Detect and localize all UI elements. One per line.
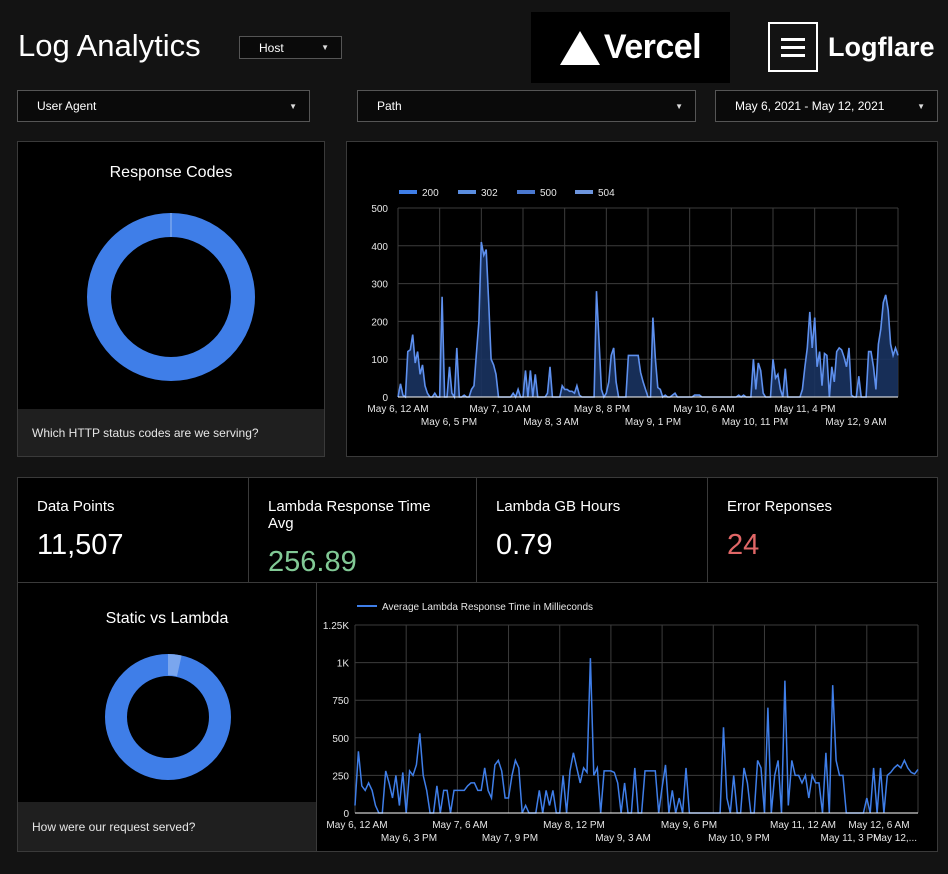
kpi-value: 256.89 — [268, 546, 357, 578]
static-vs-lambda-caption: How were our request served? — [18, 802, 316, 851]
static-vs-lambda-panel: Static vs Lambda How were our request se… — [17, 582, 317, 852]
logflare-logo-text: Logflare — [828, 31, 935, 62]
x-tick-label: May 6, 12 AM — [326, 820, 387, 831]
static-vs-lambda-donut — [105, 654, 231, 780]
donut-slice-lambda — [105, 654, 231, 780]
series-area-200 — [398, 242, 898, 397]
path-label: Path — [377, 99, 402, 113]
y-tick-label: 100 — [371, 355, 388, 366]
kpi-lambda-response-time: Lambda Response Time Avg 256.89 — [248, 477, 477, 583]
y-tick-label: 750 — [332, 696, 349, 707]
status-codes-chart-panel: 200 302 500 504 500 400 300 200 100 0 May 6, 12 AM… — [346, 141, 938, 457]
kpi-value: 11,507 — [37, 529, 124, 561]
x-tick-label: May 12, 6 AM — [848, 820, 909, 831]
kpi-data-points: Data Points 11,507 — [17, 477, 249, 583]
lambda-response-chart-panel: Average Lambda Response Time in Millieco… — [316, 582, 938, 852]
vercel-logo-text: Vercel — [603, 28, 702, 66]
host-filter-label: Host — [259, 40, 284, 55]
x-tick-label: May 9, 1 PM — [625, 417, 681, 428]
chevron-down-icon: ▼ — [917, 101, 925, 111]
chevron-down-icon: ▼ — [289, 101, 297, 111]
y-tick-label: 1K — [337, 659, 350, 670]
x-tick-label: May 11, 12 AM — [770, 820, 836, 831]
date-range-picker[interactable]: May 6, 2021 - May 12, 2021 ▼ — [715, 90, 938, 122]
chevron-down-icon: ▼ — [321, 43, 329, 52]
page-title: Log Analytics — [18, 28, 201, 63]
logflare-logo: Logflare — [768, 22, 935, 72]
kpi-value: 0.79 — [496, 529, 553, 561]
user-agent-dropdown[interactable]: User Agent ▼ — [17, 90, 310, 122]
x-tick-label: May 12,... — [873, 833, 917, 844]
y-tick-label: 300 — [371, 280, 388, 291]
x-tick-label: May 11, 4 PM — [775, 404, 836, 415]
y-tick-label: 0 — [343, 809, 349, 820]
x-tick-label: May 11, 3 PM — [821, 833, 882, 844]
response-codes-caption: Which HTTP status codes are we serving? — [18, 409, 324, 456]
y-tick-label: 500 — [332, 734, 349, 745]
kpi-label: Lambda Response Time Avg — [268, 498, 431, 532]
x-tick-label: May 8, 3 AM — [523, 417, 579, 428]
legend-label: Average Lambda Response Time in Millieco… — [382, 602, 593, 613]
kpi-value: 24 — [727, 529, 760, 561]
y-tick-label: 0 — [382, 393, 388, 404]
x-tick-label: May 10, 11 PM — [722, 417, 789, 428]
y-tick-label: 1.25K — [323, 621, 349, 632]
path-dropdown[interactable]: Path ▼ — [357, 90, 696, 122]
x-tick-label: May 7, 6 AM — [432, 820, 488, 831]
legend-label: 500 — [540, 188, 557, 199]
donut-slice-static — [168, 654, 182, 677]
x-tick-label: May 6, 3 PM — [381, 833, 437, 844]
x-tick-label: May 7, 9 PM — [482, 833, 538, 844]
chevron-down-icon: ▼ — [675, 101, 683, 111]
user-agent-label: User Agent — [37, 99, 97, 113]
legend-label: 504 — [598, 188, 615, 199]
kpi-lambda-gb-hours: Lambda GB Hours 0.79 — [476, 477, 708, 583]
response-codes-title: Response Codes — [109, 164, 233, 181]
x-tick-label: May 8, 8 PM — [574, 404, 630, 415]
kpi-label: Data Points — [37, 498, 115, 515]
x-tick-label: May 6, 12 AM — [367, 404, 428, 415]
response-codes-panel: Response Codes Which HTTP status codes a… — [17, 141, 325, 457]
x-tick-label: May 7, 10 AM — [469, 404, 530, 415]
host-filter-dropdown[interactable]: Host ▼ — [239, 36, 342, 59]
kpi-label: Error Reponses — [727, 498, 833, 515]
legend-label: 200 — [422, 188, 439, 199]
kpi-label: Lambda GB Hours — [496, 498, 621, 515]
y-tick-label: 400 — [371, 242, 388, 253]
static-vs-lambda-title: Static vs Lambda — [105, 610, 229, 627]
series-line-lambda — [354, 658, 919, 814]
y-tick-label: 250 — [332, 771, 349, 782]
x-tick-label: May 10, 6 AM — [673, 404, 734, 415]
lambda-response-chart: Average Lambda Response Time in Millieco… — [323, 602, 919, 844]
x-tick-label: May 9, 3 AM — [595, 833, 651, 844]
x-tick-label: May 9, 6 PM — [661, 820, 717, 831]
x-tick-label: May 10, 9 PM — [708, 833, 770, 844]
kpi-error-responses: Error Reponses 24 — [707, 477, 938, 583]
y-tick-label: 500 — [371, 204, 388, 215]
vercel-logo: Vercel — [531, 12, 730, 83]
response-codes-donut — [87, 213, 255, 381]
x-tick-label: May 8, 12 PM — [543, 820, 605, 831]
x-tick-label: May 6, 5 PM — [421, 417, 477, 428]
vercel-triangle-icon — [559, 30, 600, 65]
y-tick-label: 200 — [371, 317, 388, 328]
donut-slice-200 — [87, 213, 255, 381]
logflare-icon — [768, 22, 818, 72]
legend-label: 302 — [481, 188, 498, 199]
date-range-label: May 6, 2021 - May 12, 2021 — [735, 99, 885, 113]
x-tick-label: May 12, 9 AM — [825, 417, 886, 428]
